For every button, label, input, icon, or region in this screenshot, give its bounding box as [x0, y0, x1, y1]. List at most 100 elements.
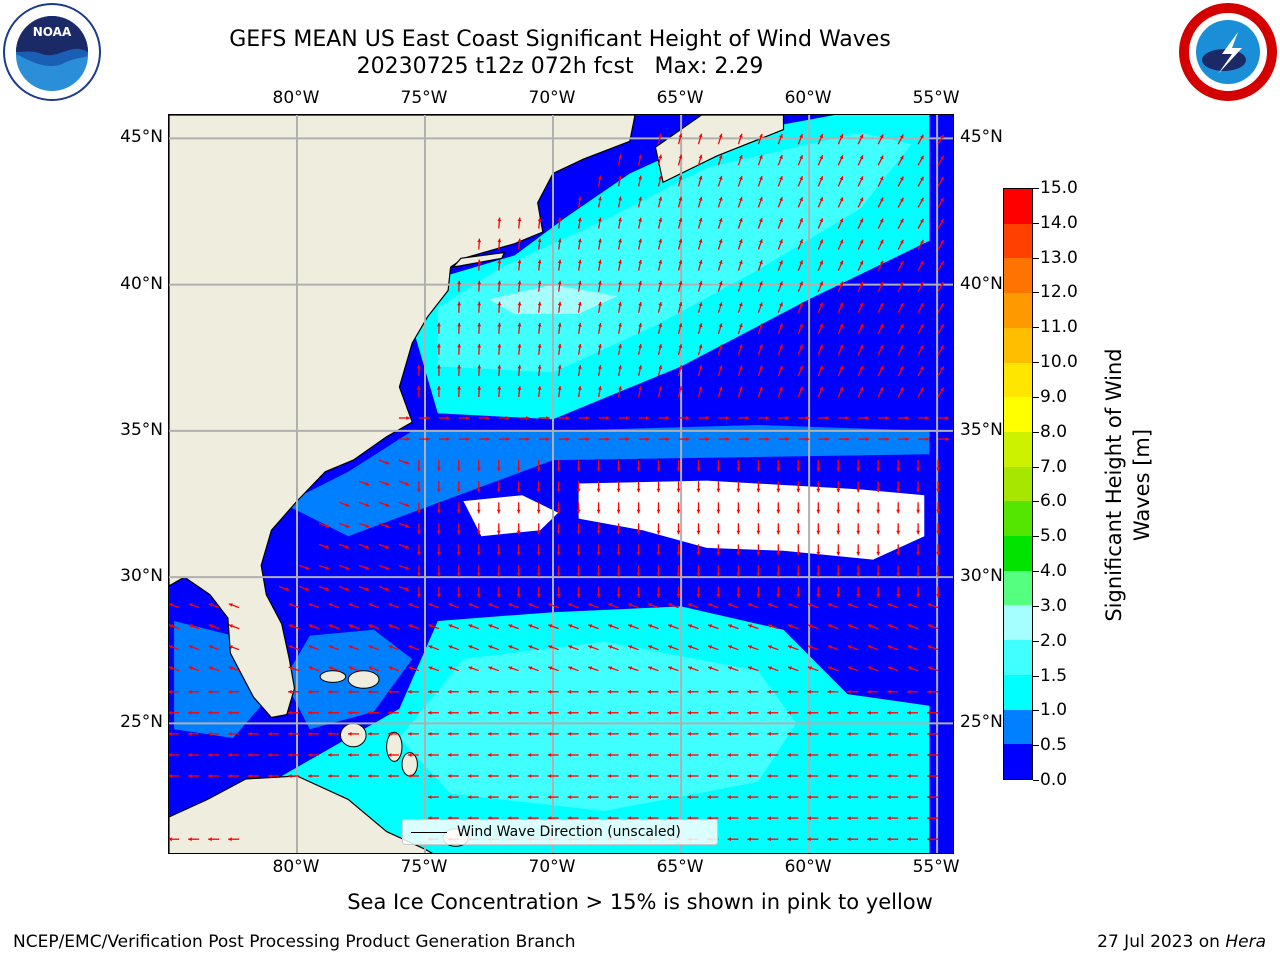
- wave-arrow-head: [169, 732, 172, 736]
- wave-arrow-head: [596, 551, 601, 556]
- wave-arrow-head: [606, 437, 610, 441]
- wave-arrow-head: [688, 645, 693, 649]
- wave-arrow-head: [736, 572, 741, 577]
- wave-arrow-head: [759, 344, 763, 349]
- wave-arrow-head: [887, 774, 891, 778]
- wave-zone-south-core: [399, 641, 797, 812]
- wave-arrow-head: [916, 551, 920, 556]
- colorbar-tick-label: 4.0: [1032, 561, 1068, 582]
- wave-arrow-head: [507, 795, 512, 799]
- wave-arrow-head: [188, 837, 192, 842]
- wave-arrow-head: [907, 689, 911, 694]
- wave-arrow-head: [405, 545, 410, 549]
- wave-arrow-head: [228, 689, 232, 694]
- wave-arrow-head: [385, 545, 390, 549]
- wave-arrow-head: [367, 753, 372, 757]
- wave-arrow-head: [618, 154, 622, 159]
- wave-arrow-head: [887, 753, 891, 757]
- wave-arrow-head: [847, 816, 851, 821]
- wave-arrow-head: [457, 343, 461, 348]
- wave-arrow-head: [796, 509, 801, 514]
- wave-arrow-head: [476, 594, 481, 598]
- wave-arrow-head: [936, 467, 940, 472]
- wave-arrow-head: [927, 816, 931, 821]
- wave-arrow-head: [839, 302, 844, 307]
- wave-arrow-head: [899, 239, 904, 244]
- wave-arrow-head: [648, 624, 653, 628]
- wave-arrow-head: [428, 645, 433, 649]
- wave-arrow-head: [716, 551, 721, 556]
- wave-arrow-head: [827, 689, 831, 694]
- colorbar-segment: [1004, 431, 1032, 467]
- wave-arrow-head: [925, 437, 930, 441]
- colorbar-label: Significant Height of Wind Waves [m]: [1102, 348, 1154, 622]
- wave-arrow-head: [839, 218, 844, 223]
- wave-arrow-head: [887, 624, 892, 628]
- wave-arrow-head: [476, 530, 481, 535]
- wave-arrow-head: [437, 364, 441, 369]
- wave-arrow-head: [727, 816, 731, 821]
- wave-arrow-head: [537, 322, 542, 327]
- wave-arrow-head: [618, 365, 622, 369]
- wave-arrow-head: [385, 503, 390, 507]
- wave-arrow-head: [537, 217, 542, 222]
- wave-arrow-head: [436, 488, 441, 493]
- colorbar-segment: [1004, 258, 1032, 294]
- wave-arrow-head: [708, 624, 712, 628]
- wave-arrow-head: [836, 509, 841, 514]
- wave-arrow-head: [345, 545, 350, 549]
- wave-arrow-head: [636, 572, 641, 577]
- wave-arrow-head: [658, 238, 663, 243]
- wave-arrow-head: [436, 530, 441, 535]
- wave-arrow-head: [767, 689, 771, 694]
- wave-arrow-head: [816, 572, 821, 577]
- island: [340, 722, 367, 748]
- wave-arrow-head: [759, 197, 763, 201]
- wave-arrow-head: [325, 545, 330, 549]
- lon-tick-bottom: 60°W: [784, 857, 832, 877]
- lat-tick-left: 35°N: [120, 419, 163, 440]
- wave-arrow-head: [688, 624, 693, 628]
- wave-arrow-head: [907, 732, 911, 736]
- wave-arrow-head: [598, 217, 602, 222]
- wave-arrow-head: [228, 732, 232, 736]
- wave-arrow-head: [879, 260, 884, 265]
- wave-arrow-head: [536, 572, 541, 577]
- wave-arrow-head: [618, 259, 622, 264]
- colorbar-tick-label: 7.0: [1032, 456, 1068, 477]
- wave-arrow-head: [686, 416, 690, 420]
- wave-arrow-head: [627, 710, 632, 715]
- wave-arrow-head: [577, 322, 582, 327]
- wave-arrow-head: [468, 666, 473, 670]
- wave-arrow-head: [586, 416, 590, 420]
- lat-tick-right: 25°N: [960, 712, 1003, 733]
- wave-arrow-head: [385, 566, 390, 570]
- wave-arrow-head: [547, 774, 552, 778]
- wave-arrow-head: [879, 176, 884, 181]
- wave-arrow-head: [208, 603, 213, 607]
- wave-arrow-head: [407, 732, 412, 736]
- wave-arrow-head: [698, 133, 703, 138]
- sea-ice-note: Sea Ice Concentration > 15% is shown in …: [347, 890, 933, 914]
- wave-arrow-head: [467, 689, 472, 694]
- wave-arrow-head: [920, 324, 924, 329]
- wave-arrow-head: [836, 530, 841, 535]
- wave-arrow-head: [876, 551, 881, 556]
- wave-arrow-head: [927, 710, 931, 715]
- wave-arrow-head: [759, 239, 763, 244]
- wave-arrow-head: [467, 753, 472, 757]
- wave-arrow-head: [819, 176, 823, 181]
- wave-arrow-head: [608, 603, 613, 607]
- wave-arrow-head: [228, 710, 232, 715]
- wave-arrow-head: [627, 795, 632, 799]
- wave-arrow-head: [188, 774, 192, 778]
- wave-arrow-head: [576, 467, 581, 472]
- wave-arrow-head: [920, 345, 924, 350]
- wave-arrow-head: [907, 710, 911, 715]
- lon-tick-top: 65°W: [656, 88, 704, 108]
- colorbar-segment: [1004, 570, 1032, 606]
- wave-arrow-head: [920, 176, 924, 181]
- wave-arrow-head: [916, 530, 920, 535]
- wave-arrow-head: [678, 344, 683, 349]
- wave-arrow-head: [477, 343, 482, 348]
